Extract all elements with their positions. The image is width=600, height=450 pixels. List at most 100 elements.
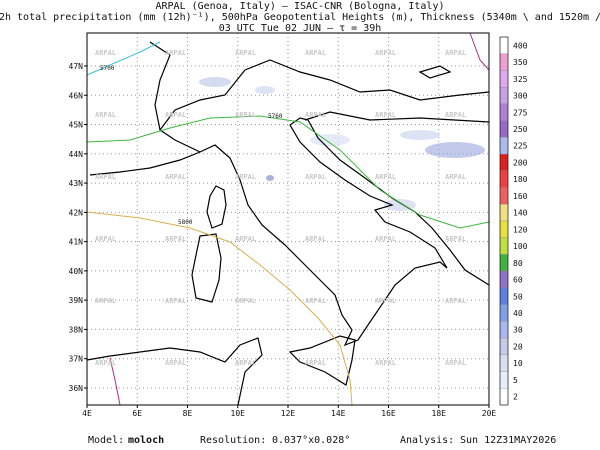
watermarks: ARPAL ARPAL ARPAL ARPAL ARPAL ARPAL ARPAL ARPAL… [95,49,466,367]
resolution: 0.037°x0.028° [272,435,350,446]
colorbar-swatch [499,354,509,372]
colorbar-label: 30 [513,326,523,335]
contour-label: 5700 [100,65,115,72]
grid [87,33,489,405]
colorbar-label: 200 [513,158,528,167]
watermark: ARPAL [235,359,256,367]
contour-label: 5800 [178,219,193,226]
axes: 47N 46N 45N 44N 43N 42N 41N 40N 39N 38N 37N 36N 4E 6E… [69,62,497,418]
analysis: Sun 12Z31MAY2026 [460,435,556,446]
contour-labels: 5700 5760 5800 [100,65,283,226]
model-label: Model: [88,435,124,446]
lat-label: 47N [69,62,84,71]
watermark: ARPAL [165,111,186,119]
watermark: ARPAL [95,297,116,305]
watermark: ARPAL [165,297,186,305]
watermark: ARPAL [95,359,116,367]
colorbar-swatch [499,304,509,322]
colorbar-label: 60 [513,276,523,285]
lat-label: 42N [69,208,84,217]
watermark: ARPAL [305,173,326,181]
colorbar-label: 160 [513,192,528,201]
colorbar-swatch [499,271,509,289]
resolution-label: Resolution: [200,435,266,446]
lon-label: 10E [231,409,246,418]
colorbar-swatch [499,53,509,71]
lon-label: 18E [432,409,447,418]
colorbar-swatch [499,237,509,255]
title-line: 03 UTC Tue 02 JUN – τ = 39h [219,23,382,34]
colorbar-swatch [499,187,509,205]
watermark: ARPAL [445,111,466,119]
contour-label: 5760 [268,113,283,120]
watermark: ARPAL [235,49,256,57]
colorbar-label: 275 [513,108,528,117]
watermark: ARPAL [445,49,466,57]
watermark: ARPAL [375,173,396,181]
lat-label: 44N [69,150,84,159]
watermark: ARPAL [375,235,396,243]
title-line: 12h total precipitation (mm (12h)⁻¹), 50… [0,12,600,23]
colorbar-swatch [499,204,509,222]
watermark: ARPAL [375,359,396,367]
colorbar-label: 250 [513,125,528,134]
analysis-label: Analysis: [400,435,454,446]
colorbar-swatch [499,103,509,121]
colorbar-label: 5 [513,376,518,385]
colorbar-label: 80 [513,259,523,268]
colorbar-label: 50 [513,292,523,301]
lat-label: 40N [69,267,84,276]
watermark: ARPAL [375,49,396,57]
lon-label: 12E [281,409,296,418]
lat-label: 46N [69,91,84,100]
colorbar-label: 10 [513,359,523,368]
colorbar-label: 350 [513,58,528,67]
footer: Model: moloch Resolution: 0.037°x0.028° … [88,435,556,446]
lat-label: 36N [69,384,84,393]
watermark: ARPAL [305,297,326,305]
colorbar-swatch [499,70,509,88]
colorbar-swatch [499,87,509,105]
watermark: ARPAL [235,173,256,181]
contours [86,32,490,406]
colorbar-frame [499,36,509,406]
colorbar-swatch [499,36,509,54]
lon-label: 16E [381,409,396,418]
watermark: ARPAL [305,235,326,243]
colorbar-swatch [499,170,509,188]
colorbar-swatch [499,137,509,155]
watermark: ARPAL [235,235,256,243]
lat-label: 38N [69,325,84,334]
watermark: ARPAL [375,111,396,119]
colorbar-label: 325 [513,75,528,84]
lon-label: 20E [482,409,497,418]
colorbar: 4003503253002752502252001801601401201008… [499,36,528,406]
watermark: ARPAL [165,235,186,243]
lat-label: 37N [69,355,84,364]
colorbar-label: 140 [513,209,528,218]
colorbar-swatch [499,153,509,171]
watermark: ARPAL [375,297,396,305]
colorbar-swatch [499,120,509,138]
lat-label: 45N [69,121,84,130]
coastlines [86,41,490,406]
colorbar-label: 120 [513,225,528,234]
colorbar-label: 2 [513,393,518,402]
lat-label: 39N [69,296,84,305]
lon-label: 6E [132,409,142,418]
watermark: ARPAL [95,111,116,119]
colorbar-label: 300 [513,92,528,101]
colorbar-label: 180 [513,175,528,184]
colorbar-swatch [499,388,509,406]
title-line: ARPAL (Genoa, Italy) – ISAC-CNR (Bologna… [156,1,445,12]
colorbar-label: 100 [513,242,528,251]
watermark: ARPAL [165,173,186,181]
watermark: ARPAL [95,173,116,181]
watermark: ARPAL [235,297,256,305]
colorbar-label: 225 [513,142,528,151]
watermark: ARPAL [305,359,326,367]
colorbar-label: 20 [513,342,523,351]
lat-label: 43N [69,179,84,188]
